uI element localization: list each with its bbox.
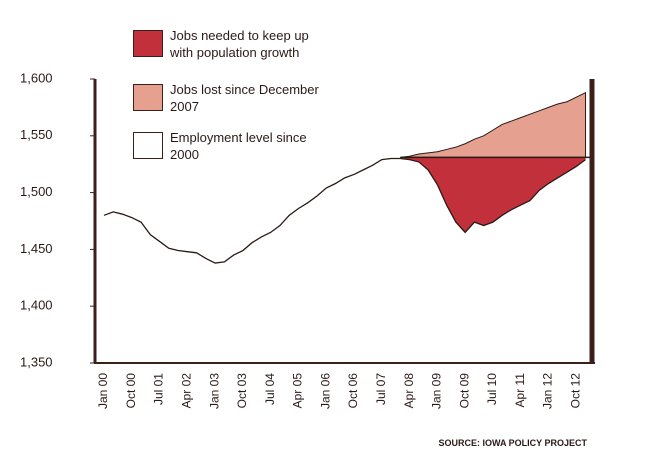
area-jobs-needed [400,157,586,233]
y-tick-label: 1,550 [20,127,53,142]
employment-line [103,157,586,264]
x-tick-label: Jan 03 [207,373,221,409]
source: SOURCE: IOWA POLICY PROJECT [438,438,587,448]
y-tick-label: 1,600 [20,70,53,85]
x-tick-label: Apr 05 [291,373,305,409]
x-tick-label: Oct 03 [235,373,249,409]
x-tick-label: Oct 09 [457,373,471,409]
area-jobs-lost [400,91,587,158]
x-tick-label: Jan 06 [318,373,332,409]
x-tick-label: Oct 12 [568,373,582,409]
legend-swatch [133,84,163,111]
y-tick-label: 1,500 [20,184,53,199]
y-tick-label: 1,450 [20,241,53,256]
x-tick-label: Oct 00 [124,373,138,409]
x-tick-label: Oct 06 [346,373,360,409]
x-tick-label: Apr 11 [513,373,527,408]
x-tick-label: Jan 09 [430,373,444,409]
x-tick-label: Jul 07 [374,373,388,405]
x-tick-label: Apr 08 [402,373,416,409]
legend-label: Employment level since 2000 [170,130,307,162]
x-tick-label: Apr 02 [180,373,194,409]
x-tick-label: Jul 10 [485,373,499,405]
y-tick-label: 1,400 [20,298,53,313]
x-tick-label: Jan 12 [541,373,555,409]
y-tick-label: 1,350 [20,354,53,369]
legend-swatch [133,132,163,159]
x-tick-label: Jul 01 [152,373,166,405]
x-tick-label: Jul 04 [263,373,277,405]
legend-label: Jobs lost since December 2007 [170,82,319,114]
legend-label: Jobs needed to keep up with population g… [170,28,309,60]
x-tick-label: Jan 00 [96,373,110,409]
legend-swatch [133,30,163,57]
